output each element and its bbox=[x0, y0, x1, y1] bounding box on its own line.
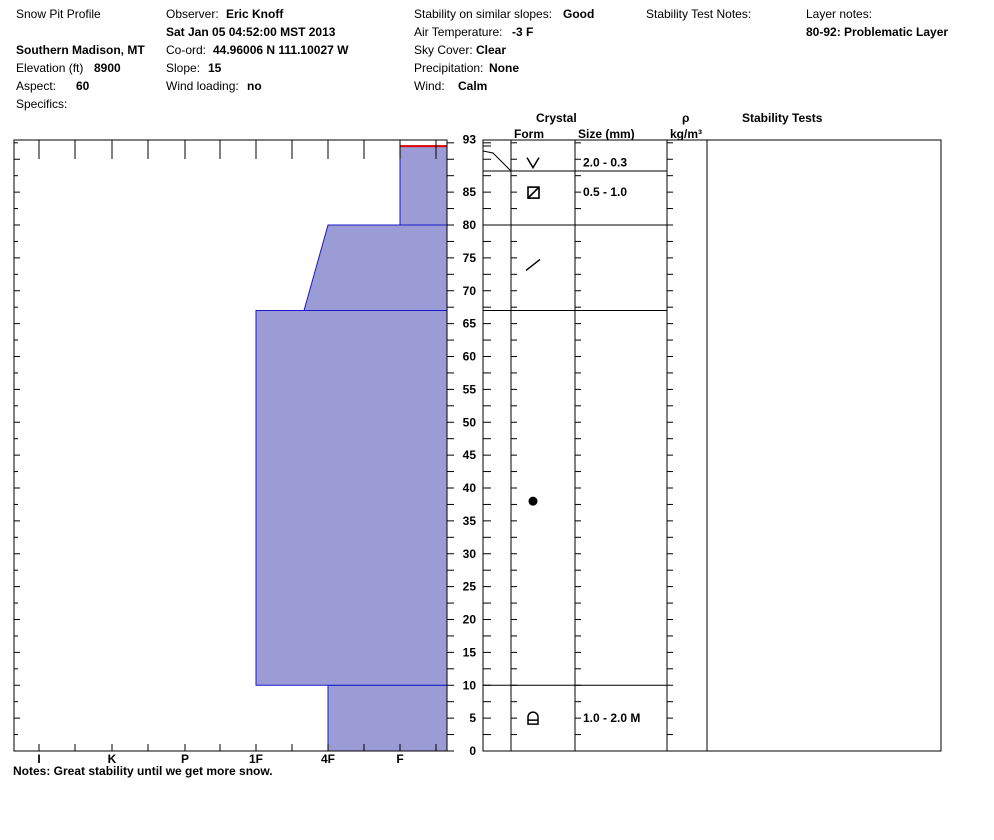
slope-label: Slope: bbox=[166, 61, 201, 75]
layer-notes-label: Layer notes: bbox=[806, 7, 873, 21]
y-tick-label: 20 bbox=[463, 613, 477, 627]
wind-loading-value: no bbox=[247, 79, 262, 93]
observer-label: Observer: bbox=[166, 7, 219, 21]
location: Southern Madison, MT bbox=[16, 43, 145, 57]
y-tick-label: 60 bbox=[463, 350, 477, 364]
hardness-plot-frame bbox=[13, 139, 448, 752]
y-tick-label: 70 bbox=[463, 284, 477, 298]
slope-value: 15 bbox=[208, 61, 222, 75]
x-tick-label: P bbox=[181, 752, 189, 766]
stability-tests-header: Stability Tests bbox=[742, 111, 823, 125]
y-tick-label: 80 bbox=[463, 218, 477, 232]
crystal-size-label: 0.5 - 1.0 bbox=[583, 185, 627, 199]
wind-loading-label: Wind loading: bbox=[166, 79, 239, 93]
layer-notes-value: 80-92: Problematic Layer bbox=[806, 25, 949, 39]
x-tick-label: 1F bbox=[249, 752, 263, 766]
hardness-layer-2 bbox=[303, 224, 448, 311]
wind-value: Calm bbox=[458, 79, 488, 93]
crystal-surface-hoar-icon bbox=[526, 157, 540, 170]
y-tick-label: 55 bbox=[463, 382, 477, 396]
hardness-layer-0 bbox=[327, 684, 448, 752]
air-temp-value: -3 F bbox=[512, 25, 534, 39]
x-tick-label: 4F bbox=[321, 752, 335, 766]
hardness-layer-1 bbox=[255, 309, 448, 686]
form-header: Form bbox=[514, 127, 544, 141]
hardness-layer-3 bbox=[399, 145, 448, 226]
density-unit-header: kg/m³ bbox=[670, 127, 703, 141]
crystal-faceted-icon bbox=[527, 186, 540, 199]
precip-value: None bbox=[489, 61, 519, 75]
y-tick-label: 75 bbox=[463, 251, 477, 265]
y-tick-label: 85 bbox=[463, 185, 477, 199]
crystal-header: Crystal bbox=[536, 111, 577, 125]
elevation-value: 8900 bbox=[94, 61, 121, 75]
crystal-decomposed-icon bbox=[525, 258, 541, 272]
y-tick-label: 15 bbox=[463, 645, 477, 659]
air-temp-label: Air Temperature: bbox=[414, 25, 503, 39]
precip-label: Precipitation: bbox=[414, 61, 484, 75]
stability-value: Good bbox=[563, 7, 595, 21]
page-title: Snow Pit Profile bbox=[16, 7, 101, 21]
stability-label: Stability on similar slopes: bbox=[414, 7, 553, 21]
x-tick-label: K bbox=[108, 752, 117, 766]
x-tick-label: I bbox=[37, 752, 40, 766]
y-tick-label: 25 bbox=[463, 580, 477, 594]
crystal-size-label: 1.0 - 2.0 M bbox=[583, 711, 640, 725]
y-tick-label: 10 bbox=[463, 678, 477, 692]
stability-notes-label: Stability Test Notes: bbox=[646, 7, 752, 21]
x-tick-label: F bbox=[396, 752, 403, 766]
y-tick-label: 40 bbox=[463, 481, 477, 495]
wind-label: Wind: bbox=[414, 79, 445, 93]
y-tick-label: 30 bbox=[463, 547, 477, 561]
crystal-rounded-icon bbox=[528, 496, 538, 506]
rho-header: ρ bbox=[682, 111, 690, 125]
sky-value: Clear bbox=[476, 43, 507, 57]
surface-connector bbox=[482, 150, 512, 172]
coord-label: Co-ord: bbox=[166, 43, 207, 57]
crystal-depth-hoar-icon bbox=[527, 711, 539, 725]
size-header: Size (mm) bbox=[578, 127, 635, 141]
notes: Notes: Great stability until we get more… bbox=[13, 764, 273, 778]
y-tick-label: 0 bbox=[469, 744, 476, 758]
observer-value: Eric Knoff bbox=[226, 7, 284, 21]
crystal-table-frame bbox=[482, 139, 942, 752]
y-tick-label: 45 bbox=[463, 448, 477, 462]
aspect-value: 60 bbox=[76, 79, 90, 93]
coord-value: 44.96006 N 111.10027 W bbox=[213, 43, 349, 57]
y-tick-label: 50 bbox=[463, 415, 477, 429]
elevation-label: Elevation (ft) bbox=[16, 61, 84, 75]
y-tick-label: 35 bbox=[463, 514, 477, 528]
y-tick-label: 93 bbox=[463, 133, 477, 147]
y-tick-label: 5 bbox=[469, 711, 476, 725]
aspect-label: Aspect: bbox=[16, 79, 57, 93]
observation-datetime: Sat Jan 05 04:52:00 MST 2013 bbox=[166, 25, 336, 39]
crystal-size-label: 2.0 - 0.3 bbox=[583, 156, 627, 170]
sky-label: Sky Cover: bbox=[414, 43, 473, 57]
specifics-label: Specifics: bbox=[16, 97, 68, 111]
y-tick-label: 65 bbox=[463, 317, 477, 331]
